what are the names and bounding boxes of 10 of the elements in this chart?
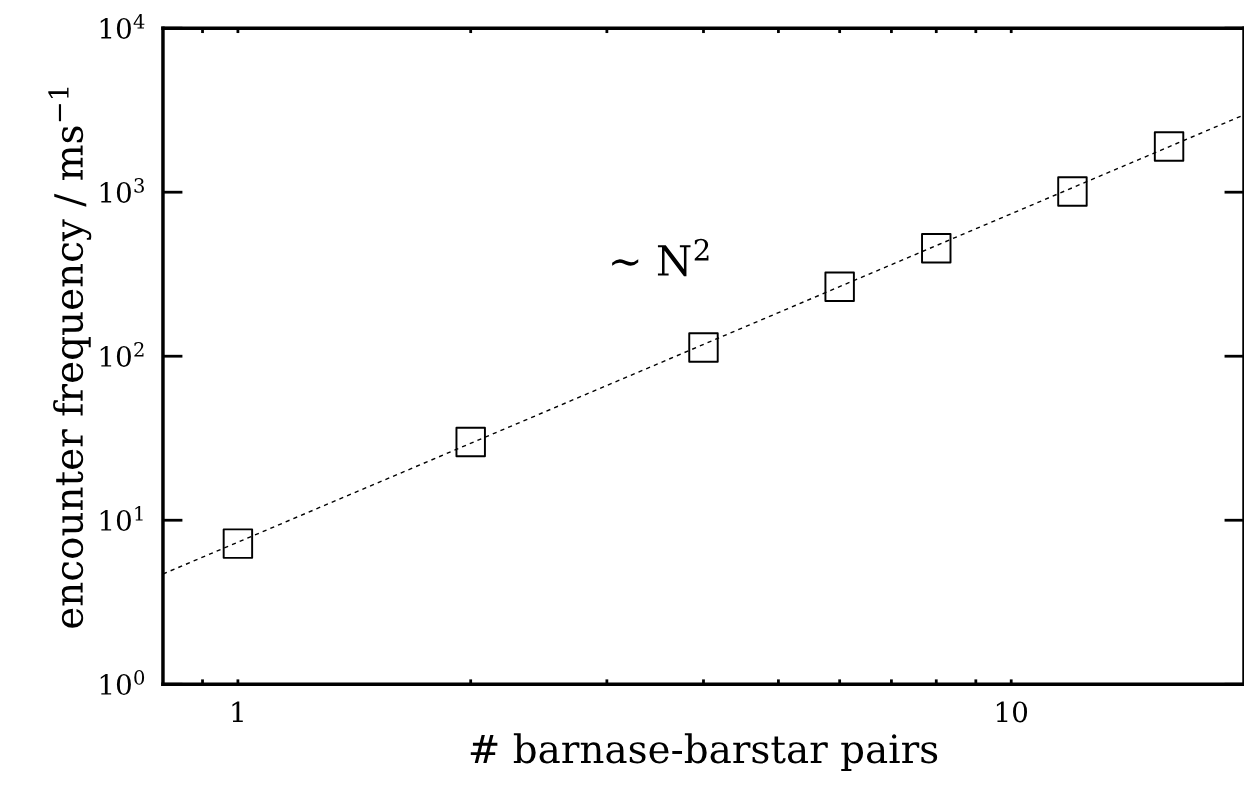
x-tick-label: 1 (232, 701, 243, 723)
y-axis-title: encounter frequency / ms$^{−1}$ (48, 87, 92, 628)
y-tick-label: 10$^{1}$ (100, 506, 143, 531)
y-tick-label: 10$^{3}$ (100, 178, 144, 203)
y-tick-label: 10$^{4}$ (100, 14, 145, 39)
x-tick-label: 10 (996, 701, 1028, 723)
x-axis-title: # barnase-barstar pairs (470, 733, 938, 771)
y-tick-label: 10$^{2}$ (100, 342, 144, 367)
annotation: ∼ N$^{2}$ (612, 238, 709, 277)
y-tick-label: 10$^{0}$ (100, 670, 145, 695)
